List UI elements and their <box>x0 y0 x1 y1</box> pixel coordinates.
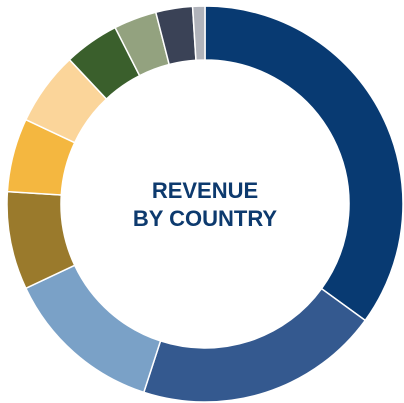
donut-segment <box>204 5 404 322</box>
donut-segment <box>142 287 367 403</box>
donut-segment <box>191 5 206 62</box>
chart-title-line: BY COUNTRY <box>133 206 278 231</box>
chart-title-line: REVENUE <box>152 178 258 203</box>
donut-segment <box>24 264 162 394</box>
